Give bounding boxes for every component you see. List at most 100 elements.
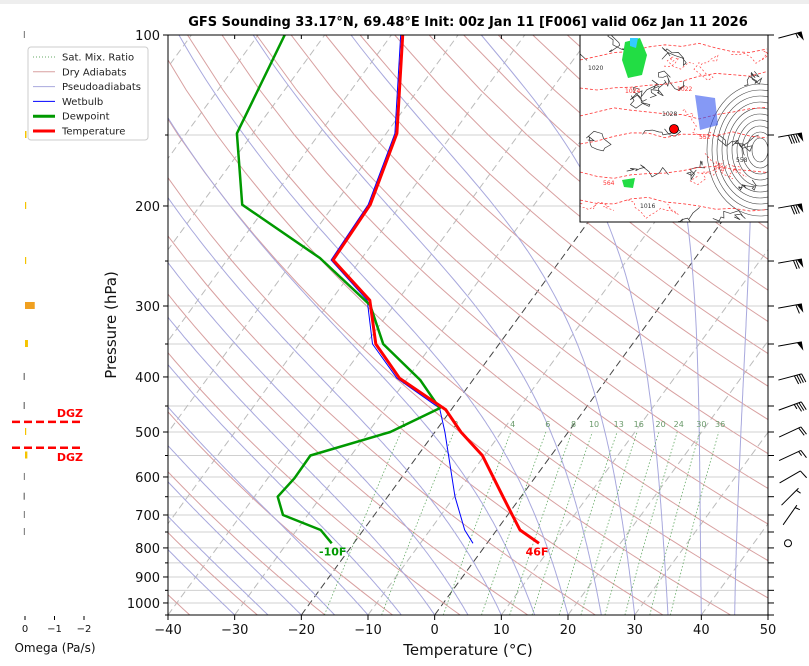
map-contour xyxy=(629,79,660,102)
map-height-contour xyxy=(580,196,768,212)
mixing-ratio-label: 8 xyxy=(571,420,576,429)
map-contour xyxy=(704,153,747,180)
legend-entry: Dewpoint xyxy=(62,112,110,123)
isotherm xyxy=(168,35,326,251)
moist-adiabat xyxy=(168,261,469,615)
barb-shaft xyxy=(778,373,802,381)
omega-bar xyxy=(23,402,25,410)
map-contour xyxy=(697,161,742,175)
barb-half xyxy=(794,507,801,511)
wind-barb xyxy=(778,132,804,144)
isotherm xyxy=(168,35,459,434)
moist-adiabat xyxy=(168,116,536,615)
barb-full xyxy=(800,401,807,410)
barb-shaft xyxy=(778,31,802,39)
barb-shaft xyxy=(778,203,802,209)
omega-bar xyxy=(25,427,27,435)
dry-adiabat xyxy=(256,35,768,490)
wind-barb xyxy=(778,373,807,385)
x-tick-label: 40 xyxy=(693,623,710,638)
barb-full xyxy=(796,403,802,412)
inset-map: 1020 1024 1028 552 558 564 1016 1022 xyxy=(579,34,769,223)
map-contour xyxy=(736,119,768,181)
mixing-ratio-line xyxy=(442,431,512,615)
wind-barb xyxy=(778,203,804,215)
y-tick-label: 900 xyxy=(135,571,160,586)
map-contour xyxy=(746,131,768,169)
location-marker xyxy=(669,124,679,134)
barb-full xyxy=(800,426,807,435)
map-contour xyxy=(677,207,700,222)
temperature-surface-label: 46F xyxy=(526,545,549,558)
barb-full xyxy=(795,304,800,314)
barb-full xyxy=(790,134,795,144)
moist-adiabat xyxy=(168,406,369,615)
barb-half xyxy=(795,33,799,39)
dry-adiabat xyxy=(168,176,664,615)
barb-flag xyxy=(796,203,804,213)
map-label: 1020 xyxy=(588,65,603,72)
x-tick-label: 50 xyxy=(760,623,777,638)
barb-shaft xyxy=(778,426,802,438)
barb-half xyxy=(798,451,803,456)
barb-shaft xyxy=(778,449,802,462)
mixing-ratio-line xyxy=(624,431,678,615)
moist-adiabat xyxy=(480,35,669,615)
map-contour xyxy=(721,101,768,199)
dewpoint-surface-label: -10F xyxy=(319,545,346,558)
wind-barb xyxy=(782,504,801,526)
barb-full xyxy=(800,470,807,479)
map-label: 558 xyxy=(736,157,748,164)
omega-bar xyxy=(25,340,28,348)
mixing-ratio-label: 6 xyxy=(545,420,550,429)
mixing-ratio-label: 16 xyxy=(634,420,644,429)
map-contour xyxy=(663,56,694,70)
barb-flag xyxy=(796,132,804,142)
y-tick-label: 800 xyxy=(135,542,160,557)
x-tick-label: −10 xyxy=(354,623,381,638)
barb-flag xyxy=(796,341,804,351)
barb-full xyxy=(793,375,800,385)
map-height-contour xyxy=(580,131,768,145)
omega-tick-label: −1 xyxy=(47,624,62,635)
isotherm xyxy=(168,35,259,160)
moist-adiabat xyxy=(168,363,402,615)
moist-adiabat xyxy=(168,196,502,615)
omega-bar xyxy=(23,510,25,518)
map-precip-blue xyxy=(695,95,718,130)
map-contour xyxy=(751,137,768,163)
dgz-label: DGZ xyxy=(57,407,83,420)
wind-barb xyxy=(778,341,804,351)
wind-barb xyxy=(778,426,807,438)
dewpoint-line xyxy=(235,35,441,545)
legend-entry: Dry Adiabats xyxy=(62,67,126,78)
barb-shaft xyxy=(782,504,798,526)
y-tick-label: 1000 xyxy=(127,597,160,612)
mixing-ratio-line xyxy=(604,431,660,615)
barb-full xyxy=(800,450,807,459)
wind-barb xyxy=(778,449,807,462)
dry-adiabat xyxy=(168,235,596,615)
x-tick-label: −40 xyxy=(154,623,181,638)
x-tick-label: 0 xyxy=(431,623,439,638)
y-tick-label: 700 xyxy=(135,509,160,524)
isotherm xyxy=(168,35,526,525)
dry-adiabat xyxy=(325,35,768,421)
map-label: 1028 xyxy=(662,111,677,118)
map-contour xyxy=(741,125,768,175)
dry-adiabat xyxy=(168,411,393,615)
map-contour xyxy=(731,113,768,187)
mixing-ratio-label: 13 xyxy=(614,420,624,429)
wind-barb xyxy=(778,258,804,270)
moist-adiabat xyxy=(168,515,269,615)
map-contour xyxy=(626,164,669,178)
moist-adiabat xyxy=(631,35,702,615)
omega-bar xyxy=(23,31,25,38)
moist-adiabat xyxy=(168,444,336,615)
moist-adiabat xyxy=(178,35,569,615)
barb-flag xyxy=(796,31,804,41)
barb-full xyxy=(801,373,807,383)
map-contour xyxy=(627,199,679,219)
map-label: 1022 xyxy=(677,86,692,93)
